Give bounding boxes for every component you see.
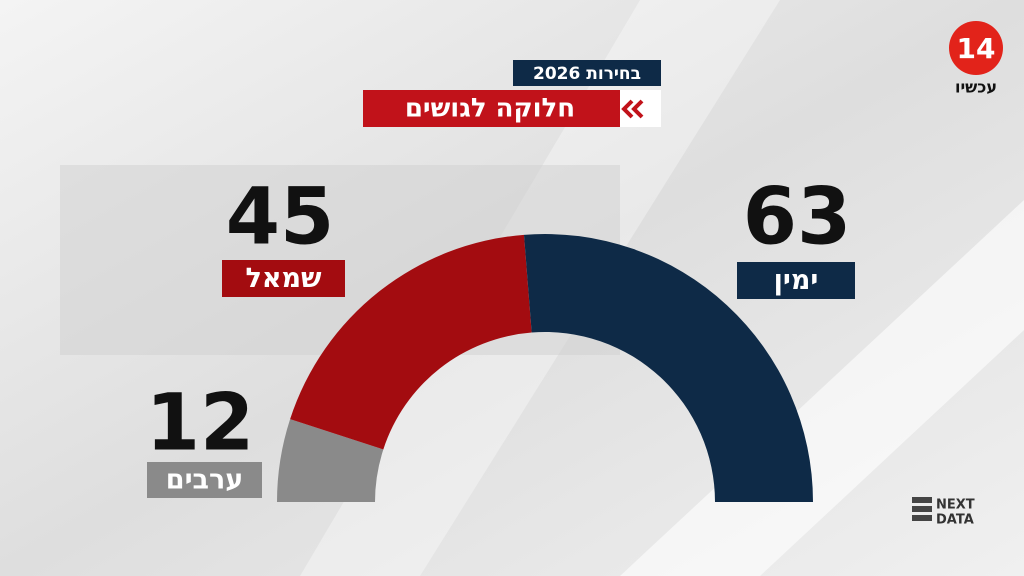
logo-number: 14 [957, 32, 996, 65]
category-label: שמאל [245, 263, 322, 294]
logo-text: עכשיו [955, 78, 997, 97]
chevrons [621, 99, 644, 119]
slice [523, 234, 813, 503]
category-label: ערבים [166, 465, 243, 496]
category-box [737, 262, 855, 299]
subtitle-box [513, 60, 661, 86]
slice [290, 234, 532, 450]
subtitle: בחירות 2026 [533, 64, 641, 84]
category-box [222, 260, 345, 297]
watermark-bar [912, 515, 932, 521]
watermark: NEXT DATA [912, 497, 975, 528]
category-label: ימין [774, 265, 819, 296]
logo-circle [949, 21, 1003, 75]
watermark-bar [912, 506, 932, 512]
slice [277, 419, 384, 502]
watermark-text: DATA [936, 513, 974, 528]
category-box [147, 462, 262, 498]
watermark-text: NEXT [936, 498, 975, 513]
value-label: 12 [146, 378, 255, 468]
title-box [363, 90, 661, 127]
watermark-bar [912, 497, 932, 503]
value-label: 63 [743, 172, 852, 262]
title: חלוקה לגושים [405, 94, 575, 124]
value-label: 45 [226, 172, 335, 262]
